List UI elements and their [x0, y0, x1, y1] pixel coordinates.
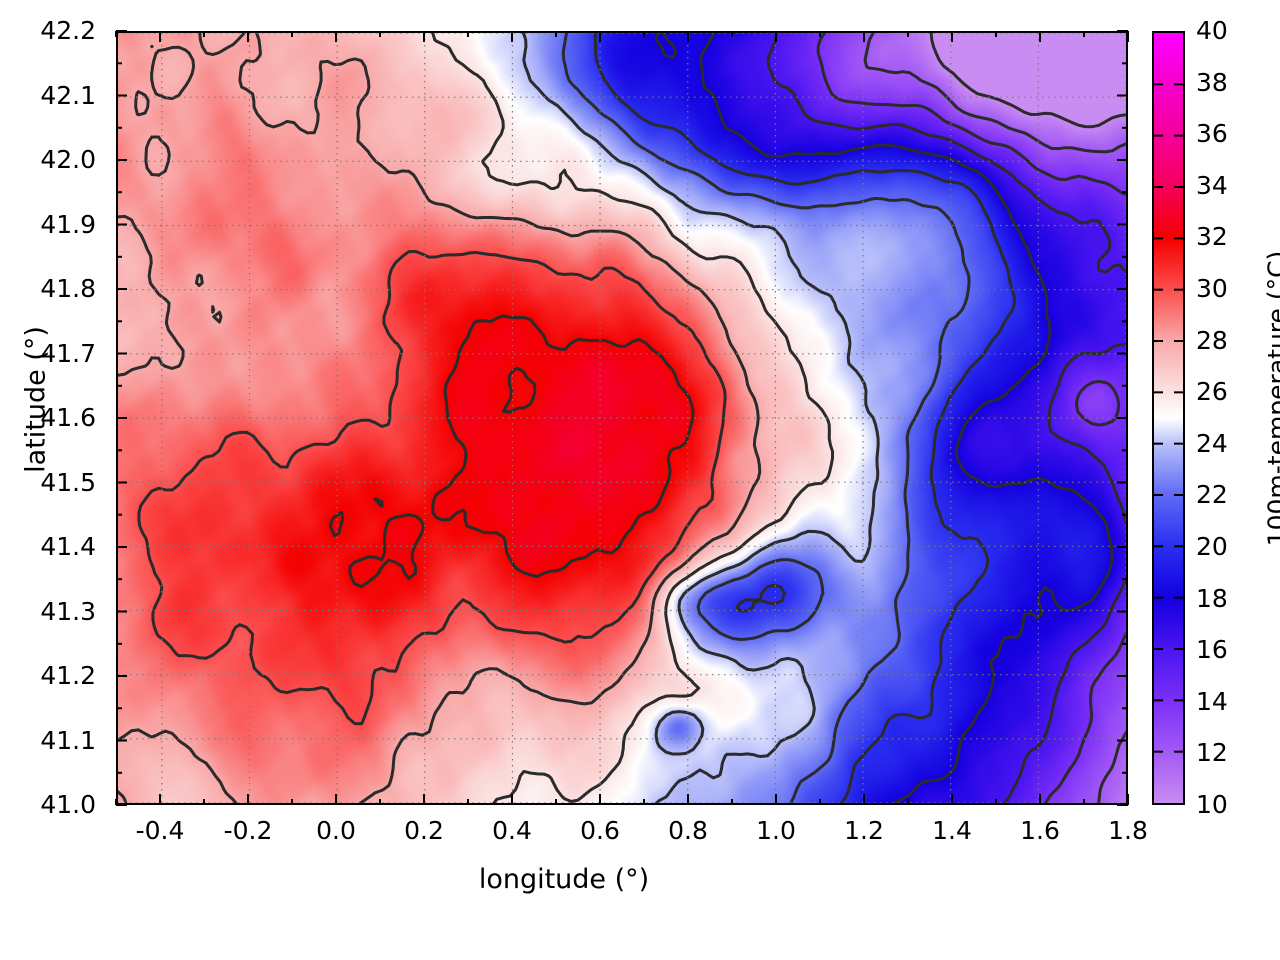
colorbar-tick-label: 36: [1196, 119, 1228, 149]
y-tick-label: 41.8: [40, 274, 96, 303]
colorbar-tick-label: 16: [1196, 635, 1228, 665]
y-tick-label: 41.5: [40, 467, 96, 497]
y-tick-label: 42.2: [40, 16, 96, 45]
colorbar-tick-label: 10: [1196, 790, 1228, 819]
x-tick-label: 1.2: [844, 816, 884, 845]
y-tick-label: 42.0: [40, 145, 96, 174]
x-tick-label: 1.0: [756, 816, 796, 845]
x-tick-label: 0.6: [580, 816, 620, 845]
y-tick-label: 42.1: [40, 80, 96, 110]
plot-area: [116, 31, 1128, 805]
x-tick-label: 0.8: [668, 816, 708, 845]
colorbar-tick-label: 38: [1196, 67, 1228, 97]
y-tick-label: 41.9: [40, 209, 96, 239]
colorbar-gradient: [1154, 33, 1183, 803]
colorbar-title: 100m-temperature (°C): [1262, 250, 1280, 547]
x-tick-label: 0.2: [404, 816, 444, 845]
colorbar-tick-label: 26: [1196, 377, 1228, 407]
colorbar-tick-label: 34: [1196, 170, 1228, 200]
colorbar-tick-label: 40: [1196, 16, 1228, 45]
colorbar-tick-label: 12: [1196, 738, 1228, 768]
y-tick-label: 41.6: [40, 403, 96, 432]
x-tick-label: 1.6: [1020, 816, 1060, 845]
x-tick-label: 1.4: [932, 816, 972, 845]
y-tick-label: 41.2: [40, 661, 96, 690]
colorbar-tick-label: 32: [1196, 222, 1228, 252]
contour-lines: [118, 33, 1126, 803]
x-tick-label: 0.0: [316, 816, 356, 845]
x-tick-label: -0.4: [135, 816, 185, 845]
y-tick-label: 41.1: [40, 725, 96, 755]
colorbar: [1152, 31, 1185, 805]
y-tick-label: 41.4: [40, 532, 96, 561]
x-axis-title: longitude (°): [478, 864, 650, 895]
colorbar-tick-label: 20: [1196, 532, 1228, 561]
x-tick-label: 0.4: [492, 816, 532, 845]
colorbar-tick-label: 30: [1196, 274, 1228, 303]
grid-lines: [118, 33, 1126, 803]
y-tick-label: 41.0: [40, 790, 96, 819]
y-tick-label: 41.3: [40, 596, 96, 626]
y-tick-label: 41.7: [40, 338, 96, 368]
colorbar-tick-label: 18: [1196, 583, 1228, 613]
colorbar-tick-label: 22: [1196, 480, 1228, 510]
y-axis-title: latitude (°): [20, 326, 52, 473]
x-tick-label: -0.2: [223, 816, 273, 845]
colorbar-tick-label: 14: [1196, 686, 1228, 716]
x-tick-label: 1.8: [1108, 816, 1148, 845]
colorbar-tick-label: 24: [1196, 428, 1228, 458]
colorbar-tick-label: 28: [1196, 325, 1228, 355]
colorbar-ticks: [1154, 33, 1183, 803]
